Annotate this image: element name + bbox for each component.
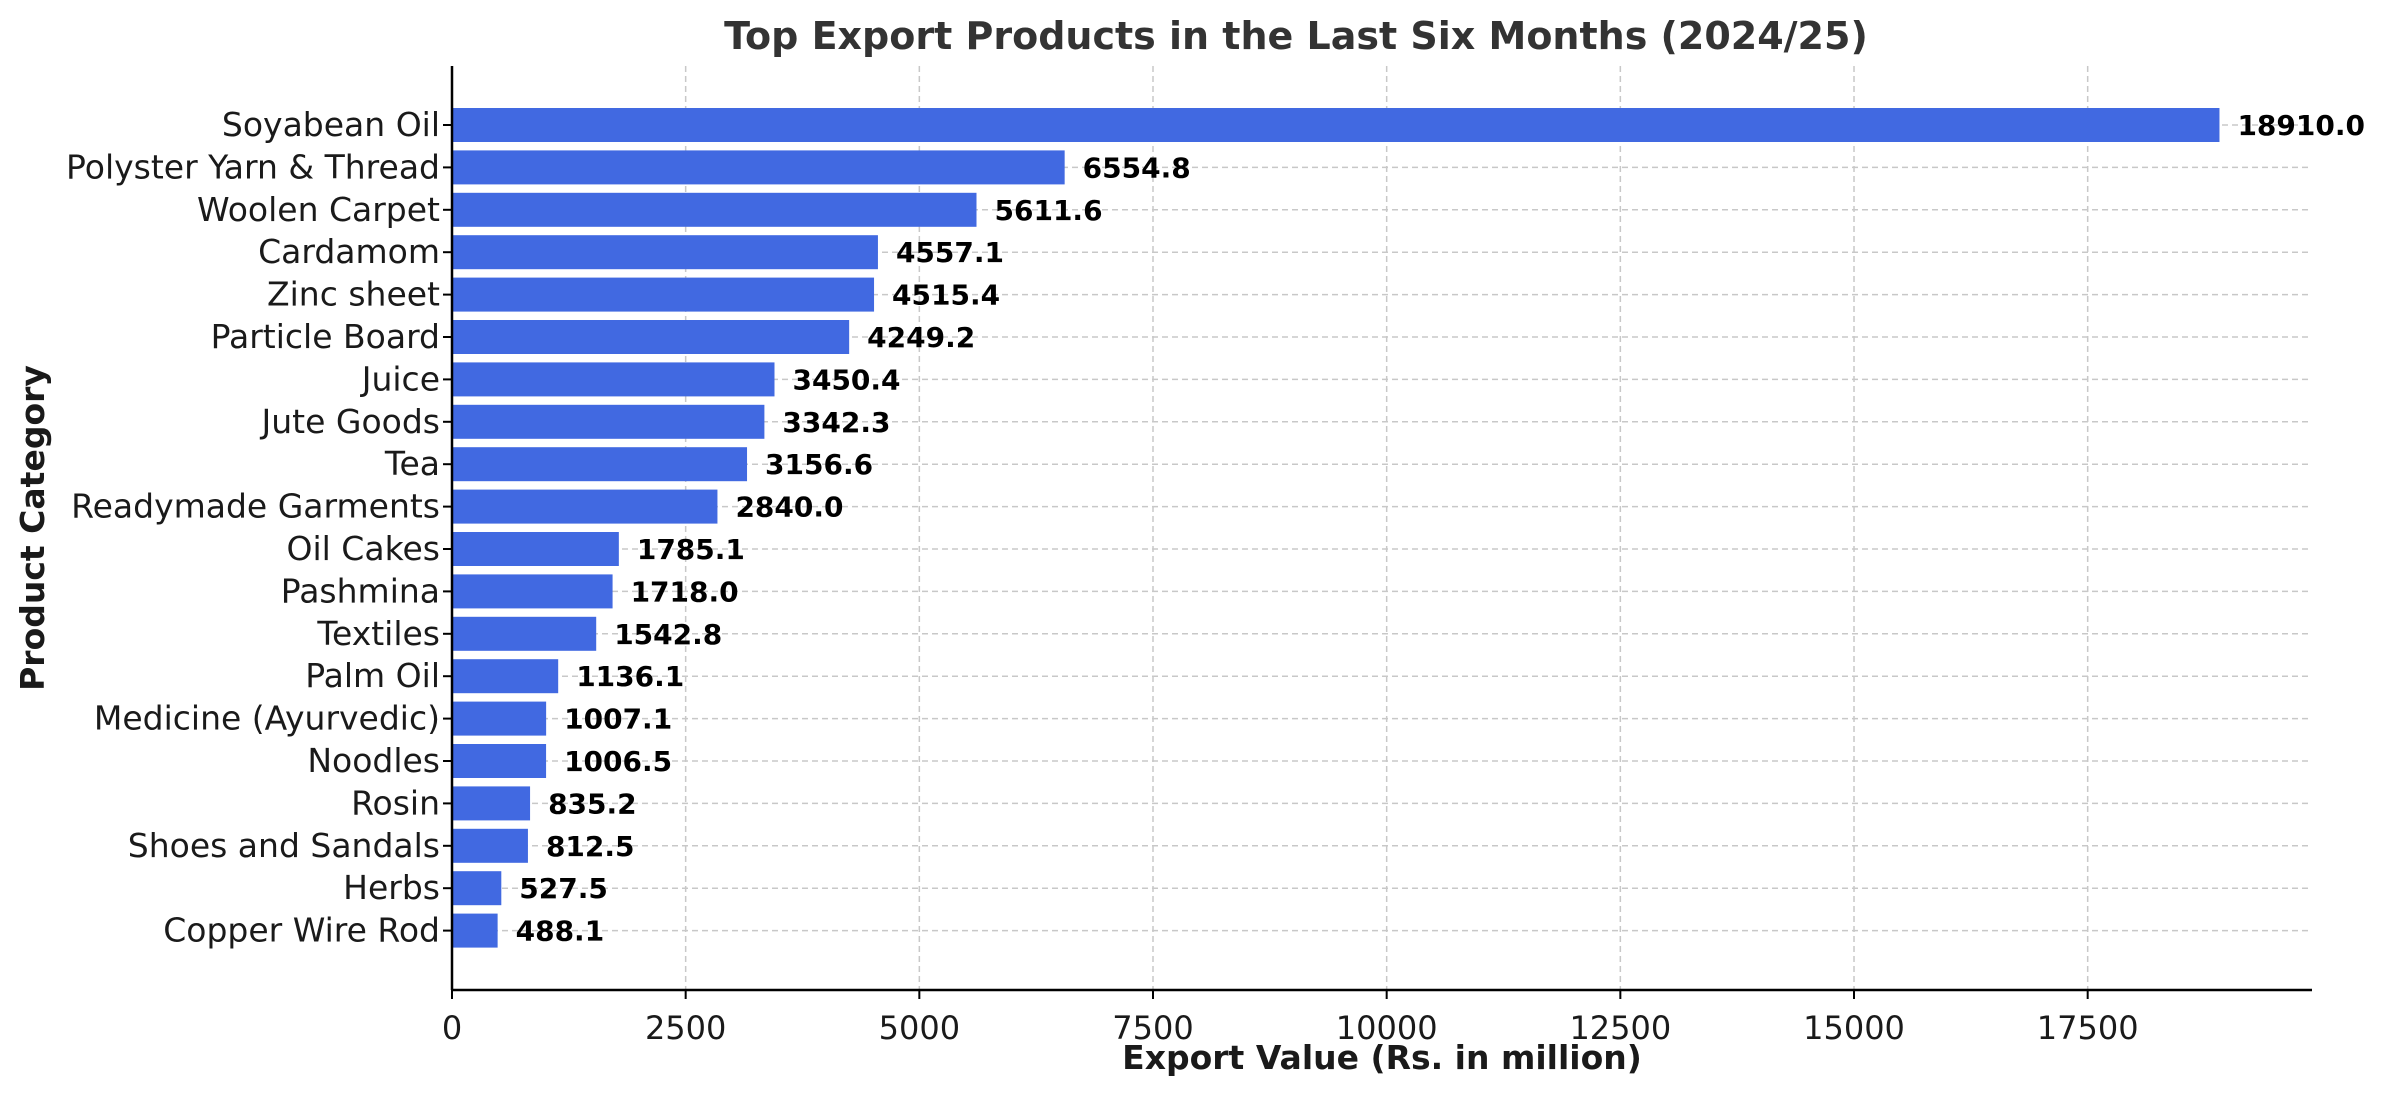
data-label: 1718.0 [631, 575, 739, 608]
category-label: Juice [360, 359, 440, 398]
data-label: 4249.2 [867, 321, 975, 354]
bar [452, 786, 531, 821]
category-label: Soyabean Oil [222, 105, 440, 144]
bar [452, 489, 718, 524]
category-label: Tea [384, 444, 440, 483]
bar [452, 574, 613, 609]
x-tick-label: 7500 [1112, 1009, 1193, 1047]
category-label: Woolen Carpet [197, 190, 440, 229]
category-label: Polyster Yarn & Thread [66, 147, 440, 186]
category-label: Copper Wire Rod [163, 911, 440, 950]
x-tick-label: 12500 [1569, 1009, 1671, 1047]
data-label: 488.1 [516, 915, 605, 948]
x-tick-layer: 0 2500 5000 7500 10000 12500 15000 17500 [442, 990, 2139, 1047]
bar [452, 192, 977, 227]
category-label: Particle Board [211, 317, 440, 356]
category-label: Herbs [343, 868, 440, 907]
data-label: 4557.1 [896, 236, 1004, 269]
data-label: 1006.5 [564, 745, 672, 778]
data-label: 6554.8 [1083, 151, 1191, 184]
data-label: 3342.3 [782, 406, 890, 439]
value-label-layer: 18910.0 6554.8 5611.6 4557.1 4515.4 4249.2 345… [516, 109, 2365, 948]
bar [452, 235, 878, 270]
bar [452, 108, 2220, 142]
bar [452, 277, 875, 312]
bars-layer [452, 108, 2220, 948]
bar [452, 532, 619, 566]
category-label: Rosin [351, 783, 440, 822]
data-label: 527.5 [519, 872, 608, 905]
data-label: 18910.0 [2237, 109, 2365, 142]
data-label: 3450.4 [792, 363, 900, 396]
data-label: 1785.1 [637, 533, 745, 566]
category-label: Medicine (Ayurvedic) [94, 699, 440, 738]
bar [452, 828, 528, 863]
x-axis-label: Export Value (Rs. in million) [1122, 1038, 1642, 1077]
x-tick-label: 2500 [645, 1009, 726, 1047]
data-label: 2840.0 [735, 491, 843, 524]
category-label: Cardamom [258, 232, 440, 271]
bar [452, 659, 559, 694]
data-label: 1136.1 [576, 660, 684, 693]
x-tick-label: 5000 [879, 1009, 960, 1047]
category-label: Noodles [307, 741, 440, 780]
category-label: Textiles [316, 614, 440, 653]
category-label: Palm Oil [305, 656, 440, 695]
data-label: 1007.1 [564, 703, 672, 736]
bar [452, 701, 547, 736]
bar [452, 913, 498, 948]
bar [452, 616, 597, 651]
data-label: 835.2 [548, 787, 637, 820]
bar [452, 447, 748, 482]
category-label: Readymade Garments [71, 487, 440, 526]
bar [452, 362, 775, 397]
x-tick-label: 15000 [1803, 1009, 1905, 1047]
data-label: 4515.4 [892, 279, 1000, 312]
category-label: Shoes and Sandals [128, 826, 440, 865]
category-label: Pashmina [281, 571, 440, 610]
bar [452, 404, 765, 439]
category-label: Oil Cakes [287, 529, 441, 568]
y-axis-label: Product Category [13, 365, 52, 691]
bar [452, 150, 1065, 185]
category-label: Jute Goods [260, 402, 440, 441]
x-tick-label: 10000 [1336, 1009, 1438, 1047]
x-tick-label: 17500 [2037, 1009, 2139, 1047]
bar [452, 871, 502, 906]
data-label: 3156.6 [765, 448, 873, 481]
axes-layer [450, 66, 2312, 992]
bar [452, 744, 547, 778]
category-label: Zinc sheet [267, 275, 440, 314]
data-label: 812.5 [546, 830, 635, 863]
chart-title: Top Export Products in the Last Six Mont… [724, 14, 1868, 58]
x-tick-label: 0 [442, 1009, 462, 1047]
bar [452, 320, 850, 354]
data-label: 5611.6 [995, 194, 1103, 227]
data-label: 1542.8 [614, 618, 722, 651]
